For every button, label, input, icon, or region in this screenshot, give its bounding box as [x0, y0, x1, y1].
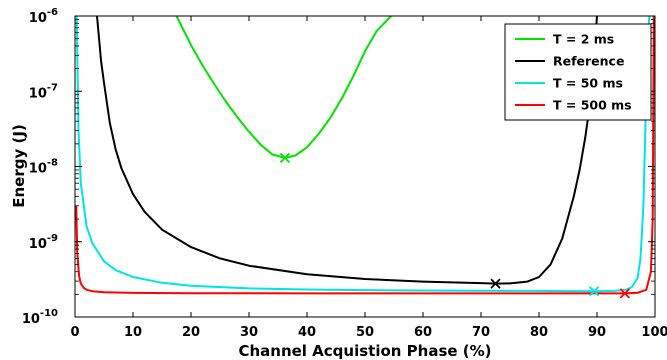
x-axis-title: Channel Acquistion Phase (%) [238, 342, 491, 360]
legend-label: T = 500 ms [553, 98, 632, 113]
x-tick-label: 60 [414, 325, 432, 340]
series-layer [75, 16, 655, 295]
series-line-t-50-ms [75, 16, 651, 293]
x-tick-label: 0 [70, 325, 79, 340]
legend-label: T = 2 ms [553, 32, 614, 47]
y-tick-label: 10-10 [22, 308, 58, 327]
x-tick-label: 70 [472, 325, 490, 340]
min-marker-t-500-ms [619, 288, 630, 299]
y-tick-label: 10-6 [29, 7, 58, 26]
y-tick-label: 10-8 [29, 158, 58, 177]
legend: T = 2 ms Reference T = 50 ms T = 500 ms [504, 23, 652, 121]
legend-label: T = 50 ms [553, 76, 623, 91]
legend-label: Reference [553, 54, 624, 69]
y-tick-label: 10-7 [29, 82, 58, 101]
min-marker-t-2-ms [279, 152, 291, 164]
x-tick-label: 90 [588, 325, 606, 340]
x-tick-label: 20 [182, 325, 200, 340]
min-marker-reference [490, 278, 501, 289]
y-tick-label: 10-9 [29, 233, 58, 252]
min-marker-t-50-ms [588, 286, 600, 297]
x-tick-label: 80 [530, 325, 548, 340]
x-tick-label: 100 [641, 325, 667, 340]
series-line-reference [96, 16, 598, 285]
marker-layer [279, 152, 630, 299]
x-tick-label: 10 [124, 325, 142, 340]
x-tick-label: 30 [240, 325, 258, 340]
y-axis-title: Energy (J) [10, 124, 28, 208]
y-axis: 10-10 10-9 10-8 10-7 10-6 [22, 7, 655, 327]
series-line-t-500-ms [75, 16, 655, 295]
x-tick-label: 50 [356, 325, 374, 340]
x-axis: 0 10 20 30 40 50 60 70 80 90 100 [70, 16, 667, 340]
x-tick-label: 40 [298, 325, 316, 340]
